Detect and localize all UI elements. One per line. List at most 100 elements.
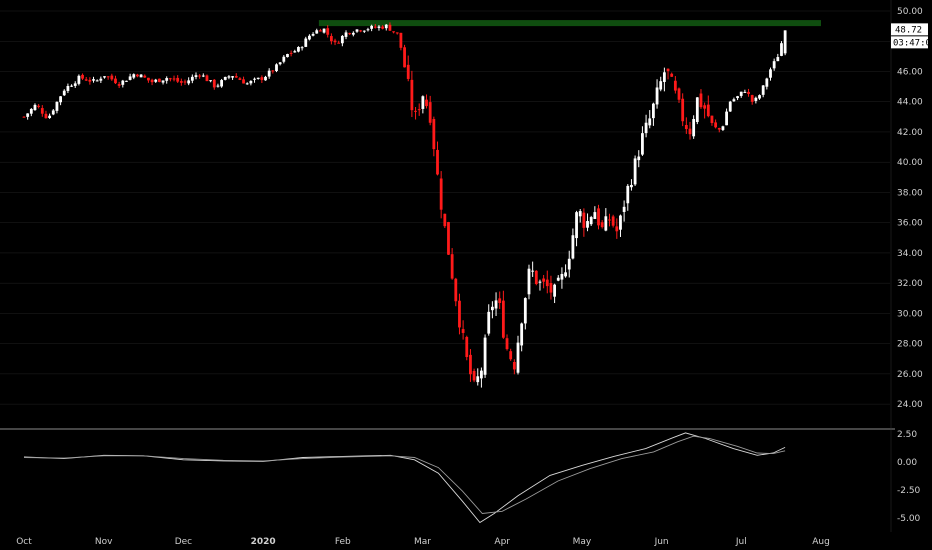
candle-body — [684, 124, 688, 130]
candle — [81, 73, 84, 81]
candle-body — [359, 30, 363, 32]
candle-body — [81, 74, 84, 79]
candle-body — [619, 215, 622, 230]
candle-body — [381, 26, 385, 29]
candle-body — [520, 323, 524, 346]
candle-body — [436, 149, 439, 175]
candle — [758, 94, 761, 100]
candle — [66, 83, 70, 94]
candle — [187, 77, 191, 86]
candle-body — [509, 351, 513, 360]
candle-body — [48, 115, 52, 119]
candle — [469, 349, 472, 382]
candle — [147, 77, 150, 83]
candle — [340, 35, 344, 47]
oscillator-tick-label: 2.50 — [897, 430, 917, 440]
oscillator-line — [23, 432, 786, 524]
candle — [381, 25, 385, 30]
price-tick-label: 46.00 — [897, 67, 923, 77]
candle — [319, 28, 322, 32]
candle — [432, 116, 436, 157]
candle-body — [92, 79, 95, 81]
candle — [761, 84, 765, 98]
candle-body — [88, 79, 92, 82]
candle-body — [633, 158, 637, 185]
candle-body — [392, 31, 395, 33]
candle — [139, 74, 143, 78]
candle — [593, 206, 597, 220]
candle-body — [147, 77, 150, 81]
candle-body — [329, 36, 333, 42]
candle — [421, 95, 425, 114]
candle — [84, 76, 88, 82]
candle-body — [355, 29, 359, 32]
candle — [509, 348, 513, 361]
candle-body — [608, 219, 611, 221]
candle — [644, 114, 648, 138]
candle-body — [231, 76, 234, 78]
candle — [476, 368, 480, 386]
time-tick-label: Aug — [812, 537, 830, 547]
candle-body — [681, 98, 685, 122]
candle-body — [717, 128, 721, 130]
candle — [600, 220, 604, 229]
candle — [454, 277, 458, 307]
candle-body — [450, 254, 454, 279]
time-tick-label: Jul — [735, 537, 747, 547]
candle — [472, 368, 476, 383]
candle-body — [242, 79, 245, 84]
candle — [564, 264, 567, 278]
candle-body — [183, 81, 187, 83]
candle — [750, 94, 754, 105]
candle — [428, 95, 432, 126]
candle — [33, 103, 37, 111]
candle-body — [165, 78, 169, 81]
resistance-line[interactable] — [318, 20, 821, 27]
candle — [348, 32, 352, 36]
candle — [443, 213, 447, 229]
candle — [161, 80, 165, 85]
candle-body — [567, 258, 571, 270]
candle — [728, 100, 732, 112]
candle-body — [750, 95, 754, 102]
time-axis[interactable]: Oct Nov Dec 2020 Feb Mar Apr May Jun Jul Aug — [16, 537, 830, 547]
candle — [212, 79, 216, 90]
candle-body — [125, 80, 128, 82]
candle — [308, 34, 311, 41]
candle — [684, 117, 688, 134]
price-axis[interactable]: 24.00 26.00 28.00 30.00 32.00 34.00 36.00 38.00… — [897, 7, 923, 410]
candle — [351, 31, 355, 37]
candle — [721, 125, 725, 131]
candle-body — [490, 306, 494, 311]
candle — [201, 73, 205, 78]
candle-body — [652, 103, 655, 119]
candle-body — [736, 96, 739, 99]
candle — [520, 322, 524, 352]
candle-body — [728, 101, 732, 112]
candle — [736, 95, 739, 101]
candle-body — [308, 35, 311, 40]
candle-body — [157, 78, 161, 83]
candle-body — [417, 109, 421, 111]
time-tick-label: Jun — [654, 537, 669, 547]
candle-body — [37, 105, 41, 107]
candle-body — [99, 78, 103, 81]
candle — [652, 102, 655, 126]
oscillator-axis[interactable]: 2.50 0.00 -2.50 -5.00 — [897, 430, 921, 524]
last-price-label: 48.72 03:47:04 — [891, 23, 932, 49]
candle-body — [26, 113, 30, 117]
candle — [498, 291, 502, 309]
candle — [377, 25, 381, 31]
candle-body — [615, 226, 619, 232]
candle-body — [161, 80, 165, 83]
candle — [73, 81, 77, 88]
time-tick-label: Mar — [414, 537, 431, 547]
candle-body — [458, 300, 461, 328]
candle-body — [77, 75, 81, 84]
candle — [70, 84, 73, 88]
candle-body — [501, 300, 505, 338]
candle — [22, 116, 26, 118]
candle-body — [754, 97, 758, 101]
candle-body — [44, 113, 48, 119]
